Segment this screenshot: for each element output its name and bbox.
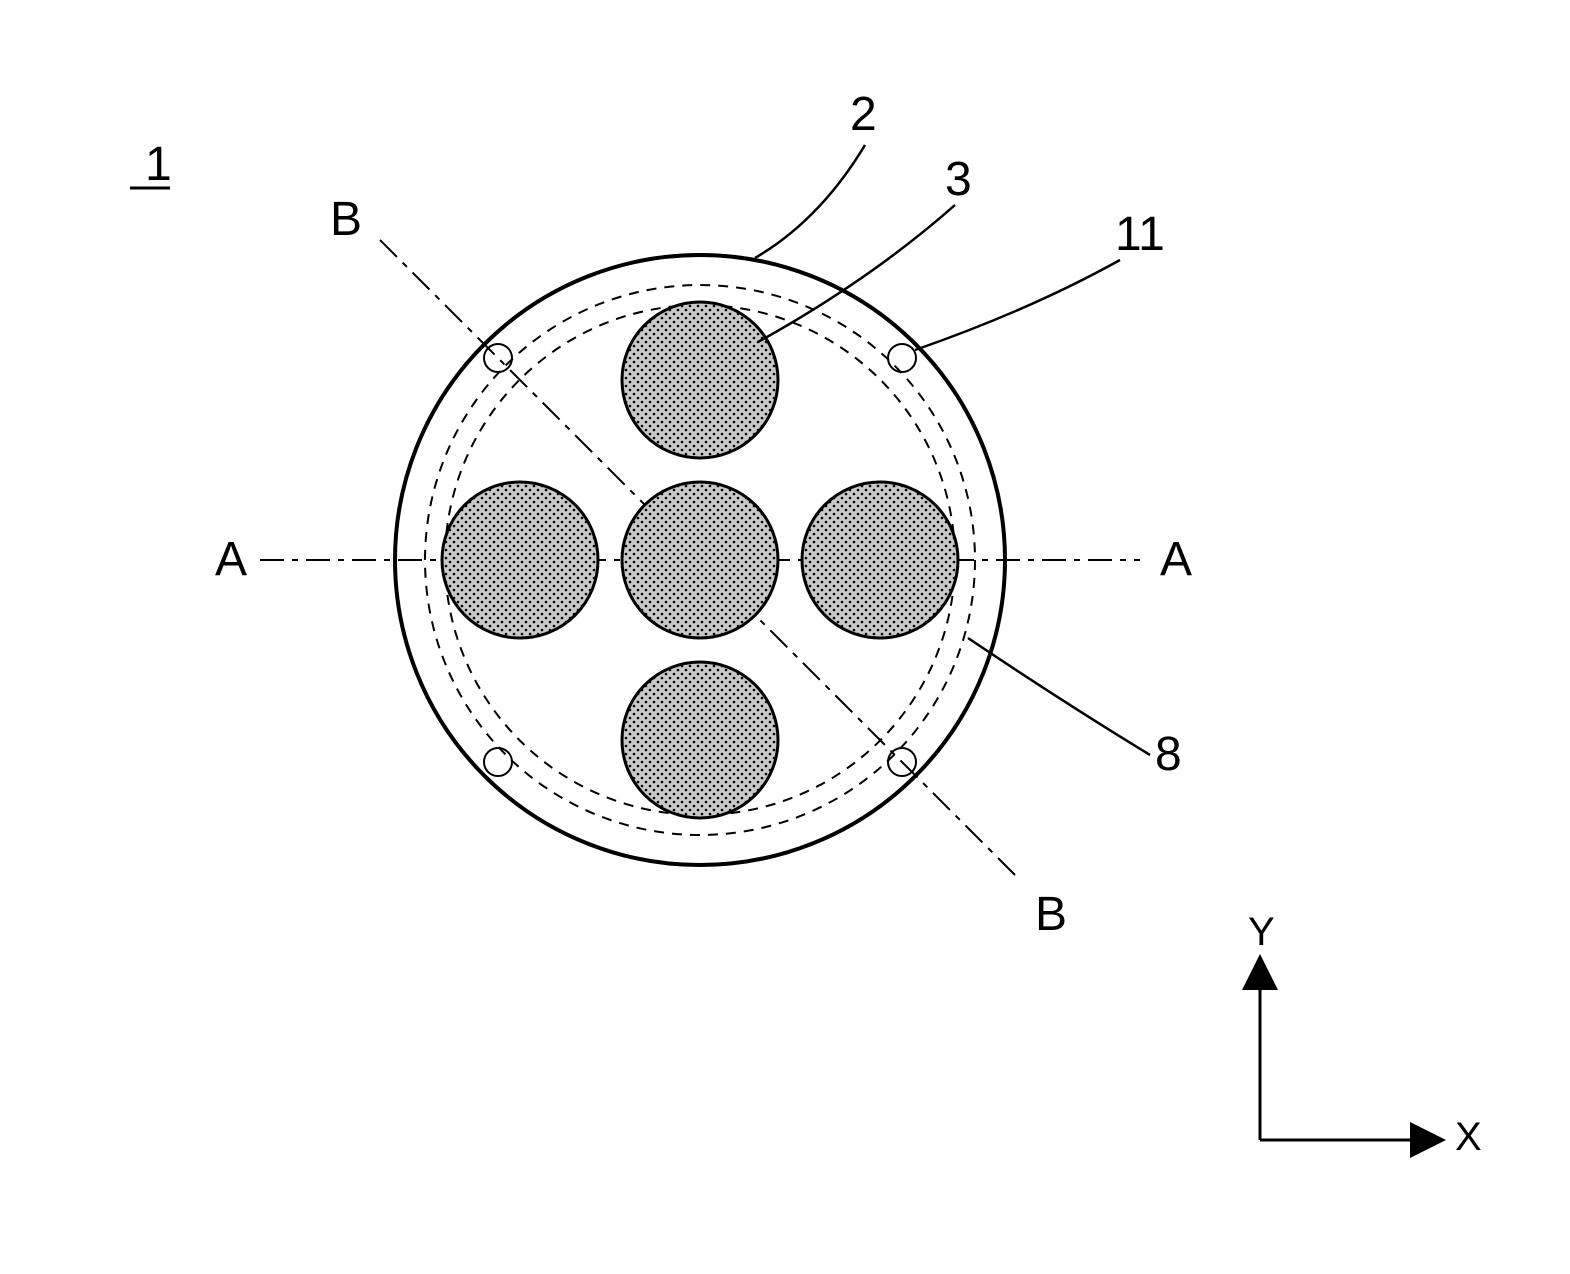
leader-label-11: 11 [1115, 208, 1165, 261]
hatched-dot [442, 482, 598, 638]
hatched-dot [622, 302, 778, 458]
small-hole [484, 344, 512, 372]
leader-line-3 [758, 205, 955, 342]
hatched-dot [622, 482, 778, 638]
section-label-a-left: A [215, 533, 247, 586]
small-hole [888, 344, 916, 372]
leader-line-2 [755, 145, 865, 258]
section-label-b-top: B [330, 193, 362, 246]
section-label-a-right: A [1160, 533, 1192, 586]
section-label-b-bottom: B [1035, 888, 1067, 941]
leaders-group: 2 3 11 8 [755, 88, 1182, 781]
leader-label-8: 8 [1155, 728, 1182, 781]
leader-line-11 [915, 260, 1120, 350]
axis-label-x: X [1455, 1115, 1482, 1159]
small-hole [484, 748, 512, 776]
figure-number: 1 [145, 138, 172, 191]
coordinate-axes: X Y [1248, 910, 1482, 1159]
axis-label-y: Y [1248, 910, 1275, 954]
leader-label-3: 3 [945, 153, 972, 206]
leader-label-2: 2 [850, 88, 877, 141]
leader-line-8 [968, 638, 1150, 755]
hatched-dot [622, 662, 778, 818]
hatched-dot [802, 482, 958, 638]
diagram-svg: 1 A A B B 2 3 11 8 X Y [0, 0, 1570, 1274]
